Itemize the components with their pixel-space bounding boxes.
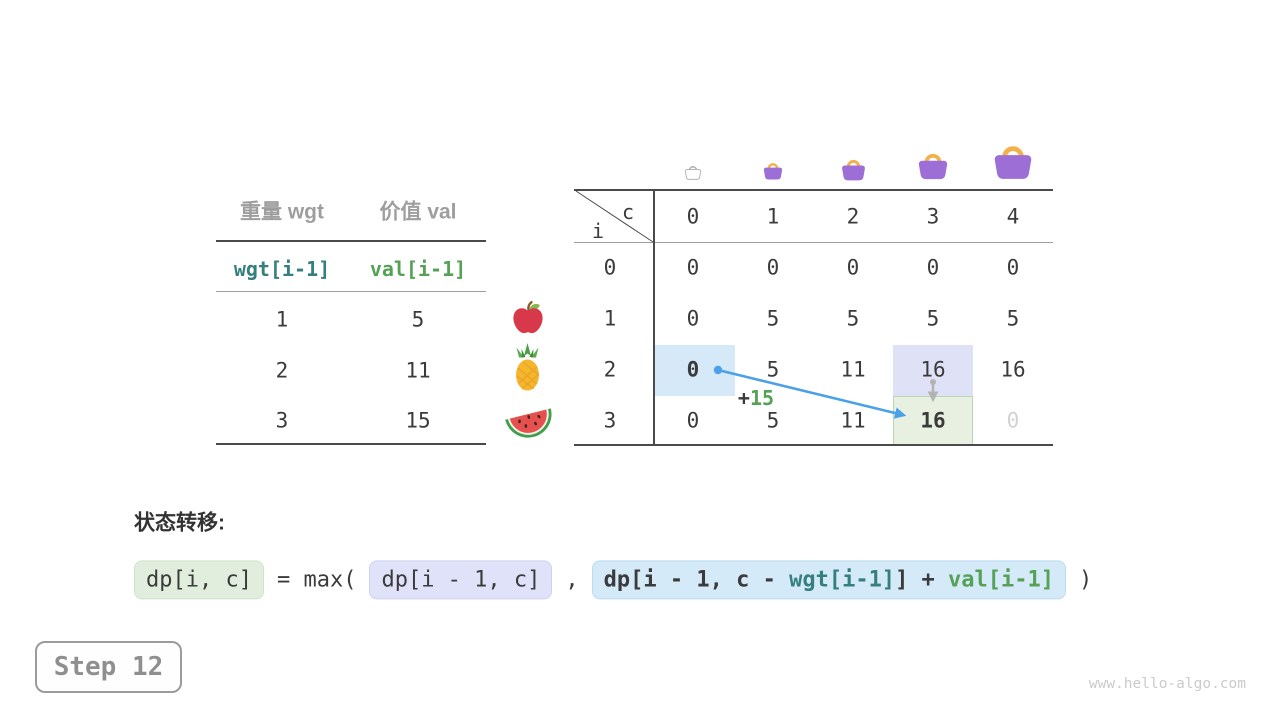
formula-option1-box: dp[i - 1, c] [369, 560, 553, 600]
bag-icon-small [763, 163, 783, 180]
dp-row-label: 1 [603, 306, 617, 331]
dp-cell-current: 16 [920, 408, 946, 433]
formula-option2-val: val[i-1] [948, 567, 1055, 593]
dp-col-header: 3 [926, 204, 940, 229]
dp-highlight-current-cell [893, 396, 973, 446]
item-wgt-2: 2 [275, 358, 289, 383]
dp-cell: 0 [766, 255, 780, 280]
plus-sign: + [737, 386, 750, 410]
dp-col-header: 1 [766, 204, 780, 229]
dp-cell: 5 [766, 306, 780, 331]
formula-equals-max: = max( [276, 567, 357, 593]
dp-cell: 11 [840, 408, 866, 433]
items-table-mid-rule [216, 291, 486, 292]
dp-cell: 5 [766, 408, 780, 433]
formula-option2-box: dp[i - 1, c - wgt[i-1]] + val[i-1] [591, 560, 1067, 600]
dp-cell: 11 [840, 357, 866, 382]
items-index-wgt-label: wgt[i-1] [233, 257, 331, 281]
dp-col-header: 4 [1006, 204, 1020, 229]
dp-col-header: 0 [686, 204, 700, 229]
dp-cell: 0 [1006, 255, 1020, 280]
dp-table-vertical-rule [653, 190, 655, 445]
dp-cell-pending: 0 [1006, 408, 1020, 433]
dp-corner-col-var: c [621, 200, 635, 224]
step-label: Step 12 [53, 652, 164, 682]
dp-cell: 5 [926, 306, 940, 331]
item-wgt-1: 1 [275, 307, 289, 332]
dp-cell: 0 [926, 255, 940, 280]
dp-cell: 0 [686, 255, 700, 280]
items-index-val-label: val[i-1] [369, 257, 467, 281]
item-val-2: 11 [405, 358, 431, 383]
state-transition-label: 状态转移: [134, 511, 225, 535]
step-badge: Step 12 [35, 641, 182, 693]
dp-cell: 5 [846, 306, 860, 331]
bag-icon-xlarge [994, 146, 1032, 179]
dp-cell-above: 16 [920, 357, 946, 382]
dp-cell: 16 [1000, 357, 1026, 382]
items-header-weight: 重量 wgt [240, 200, 324, 224]
dp-cell: 0 [686, 408, 700, 433]
dp-corner-diagonal [575, 190, 654, 243]
dp-col-header: 2 [846, 204, 860, 229]
dp-table-header-rule [574, 242, 1053, 243]
formula-option2-mid: ] + [895, 567, 949, 593]
dp-cell: 5 [1006, 306, 1020, 331]
watermelon-icon [505, 408, 552, 438]
bag-outline-icon [684, 166, 702, 180]
item-wgt-3: 3 [275, 408, 289, 433]
apple-icon [513, 301, 543, 334]
items-table-bottom-rule [216, 443, 486, 445]
bag-icon-medium [842, 159, 865, 181]
dp-cell-source: 0 [686, 357, 700, 382]
added-value: 15 [749, 386, 775, 410]
dp-cell: 0 [846, 255, 860, 280]
item-val-3: 15 [405, 408, 431, 433]
pineapple-icon [516, 343, 540, 391]
dp-cell: 0 [686, 306, 700, 331]
formula-option2-wgt: wgt[i-1] [789, 567, 896, 593]
items-header-value: 价值 val [379, 200, 457, 224]
formula-lhs-box: dp[i, c] [134, 560, 264, 600]
state-transition-formula: dp[i, c] = max( dp[i - 1, c] , dp[i - 1,… [134, 560, 1093, 600]
dp-row-label: 0 [603, 255, 617, 280]
dp-corner-row-var: i [591, 219, 605, 243]
transfer-add-label: +15 [738, 386, 774, 410]
formula-option2-prefix: dp[i - 1, c - [603, 567, 790, 593]
formula-close-paren: ) [1079, 567, 1093, 593]
dp-table-bottom-rule [574, 444, 1053, 446]
formula-comma: , [565, 567, 579, 593]
dp-cell: 5 [766, 357, 780, 382]
dp-row-label: 2 [603, 357, 617, 382]
item-val-1: 5 [411, 307, 425, 332]
watermark: www.hello-algo.com [1088, 676, 1246, 692]
dp-row-label: 3 [603, 408, 617, 433]
bag-icon-large [918, 153, 948, 180]
items-table-top-rule [216, 240, 486, 242]
dp-table-top-rule [574, 189, 1053, 191]
